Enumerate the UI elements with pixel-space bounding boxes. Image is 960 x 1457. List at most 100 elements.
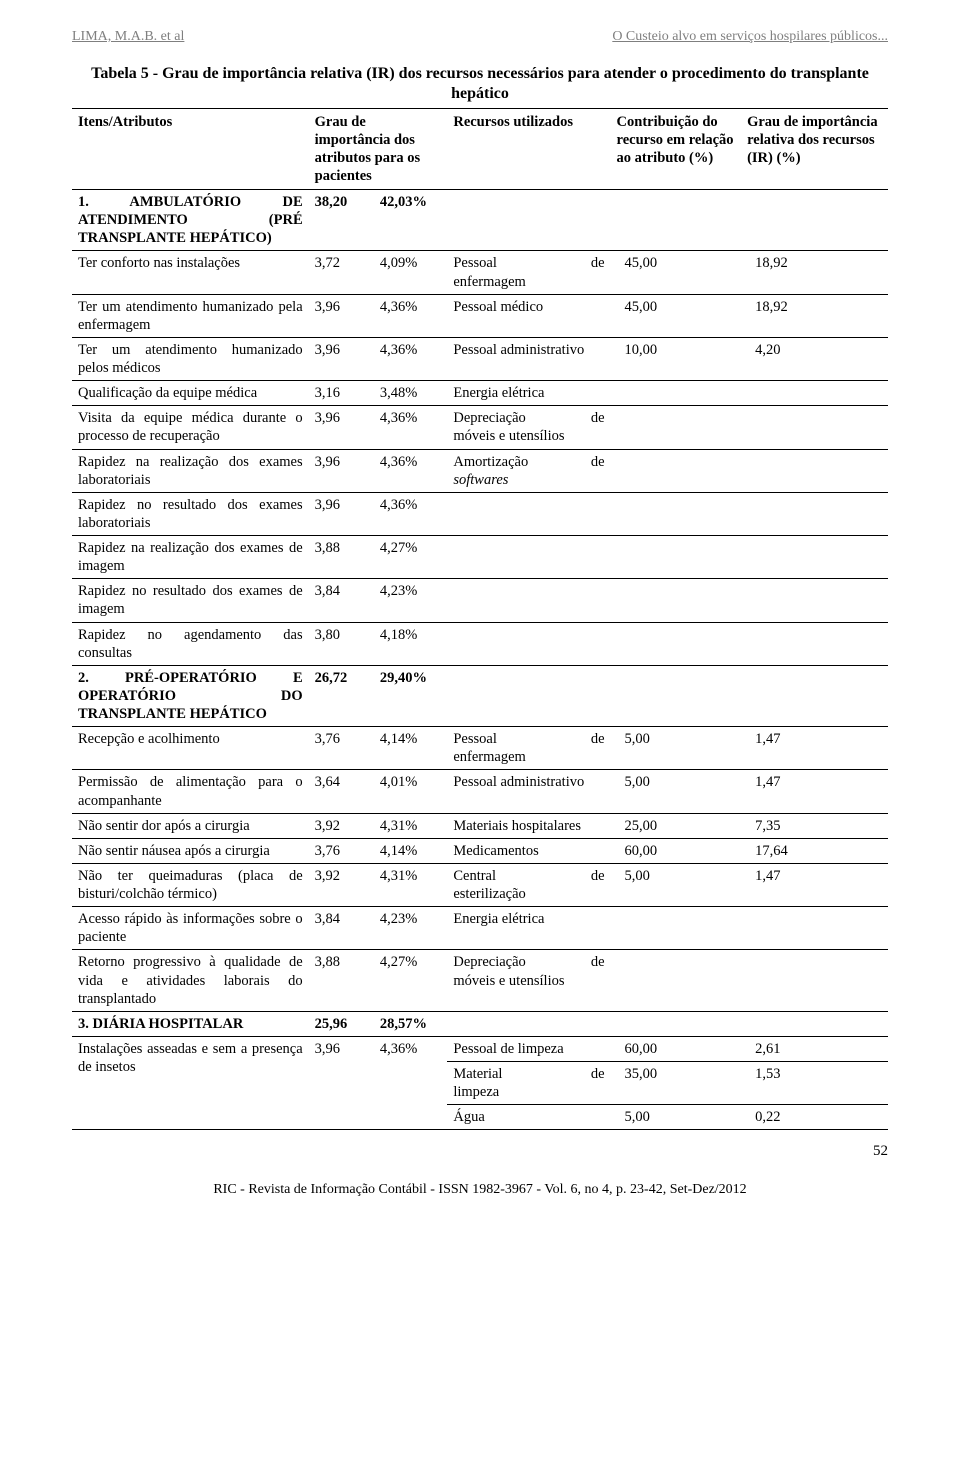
attr-cell: Ter conforto nas instalações bbox=[72, 251, 309, 294]
value-cell: 3,96 bbox=[309, 492, 374, 535]
attr-cell: 3. DIÁRIA HOSPITALAR bbox=[72, 1011, 309, 1036]
col-header: Contribuição do recurso em relação ao at… bbox=[611, 108, 742, 190]
value-cell: 3,84 bbox=[309, 579, 374, 622]
value-cell bbox=[741, 1011, 888, 1036]
attr-cell: Ter um atendimento humanizado pela enfer… bbox=[72, 294, 309, 337]
value-cell: 3,88 bbox=[309, 536, 374, 579]
value-cell bbox=[611, 622, 742, 665]
value-cell: 4,36% bbox=[374, 492, 447, 535]
header-right: O Custeio alvo em serviços hospilares pú… bbox=[612, 28, 888, 46]
value-cell: 3,48% bbox=[374, 381, 447, 406]
value-cell bbox=[741, 665, 888, 726]
value-cell: 35,00 bbox=[611, 1062, 742, 1105]
resource-cell: Pessoaldeenfermagem bbox=[447, 251, 610, 294]
value-cell: 4,36% bbox=[374, 337, 447, 380]
resource-cell bbox=[447, 536, 610, 579]
value-cell: 3,92 bbox=[309, 863, 374, 906]
table-header-row: Itens/Atributos Grau de importância dos … bbox=[72, 108, 888, 190]
value-cell: 3,64 bbox=[309, 770, 374, 813]
value-cell: 5,00 bbox=[611, 727, 742, 770]
table-row: Rapidez no resultado dos exames de image… bbox=[72, 579, 888, 622]
attr-cell: 1. AMBULATÓRIO DE ATENDIMENTO (PRÉ TRANS… bbox=[72, 190, 309, 251]
value-cell: 38,20 bbox=[309, 190, 374, 251]
table-row: Rapidez no agendamento das consultas3,80… bbox=[72, 622, 888, 665]
value-cell: 1,47 bbox=[741, 727, 888, 770]
value-cell: 60,00 bbox=[611, 1036, 742, 1061]
value-cell bbox=[611, 492, 742, 535]
value-cell: 4,36% bbox=[374, 449, 447, 492]
table-row: Não ter queimaduras (placa de bisturi/co… bbox=[72, 863, 888, 906]
value-cell: 1,53 bbox=[741, 1062, 888, 1105]
value-cell: 3,96 bbox=[309, 449, 374, 492]
resource-cell: Pessoal de limpeza bbox=[447, 1036, 610, 1061]
table-row: Permissão de alimentação para o acompanh… bbox=[72, 770, 888, 813]
table-row: Rapidez no resultado dos exames laborato… bbox=[72, 492, 888, 535]
attr-cell: Permissão de alimentação para o acompanh… bbox=[72, 770, 309, 813]
attr-cell: Rapidez no agendamento das consultas bbox=[72, 622, 309, 665]
resource-cell: Energia elétrica bbox=[447, 907, 610, 950]
value-cell bbox=[741, 381, 888, 406]
value-cell bbox=[741, 907, 888, 950]
resource-cell: Pessoal administrativo bbox=[447, 770, 610, 813]
value-cell: 5,00 bbox=[611, 863, 742, 906]
value-cell: 4,14% bbox=[374, 838, 447, 863]
running-header: LIMA, M.A.B. et al O Custeio alvo em ser… bbox=[72, 28, 888, 46]
attr-cell: Ter um atendimento humanizado pelos médi… bbox=[72, 337, 309, 380]
value-cell: 3,96 bbox=[309, 406, 374, 449]
table-row: Recepção e acolhimento3,764,14%Pessoalde… bbox=[72, 727, 888, 770]
attr-cell: Acesso rápido às informações sobre o pac… bbox=[72, 907, 309, 950]
resource-cell bbox=[447, 622, 610, 665]
value-cell: 4,31% bbox=[374, 813, 447, 838]
value-cell bbox=[741, 579, 888, 622]
table-row: Visita da equipe médica durante o proces… bbox=[72, 406, 888, 449]
value-cell: 3,16 bbox=[309, 381, 374, 406]
value-cell: 0,22 bbox=[741, 1105, 888, 1130]
resource-cell: Depreciaçãodemóveis e utensílios bbox=[447, 406, 610, 449]
data-table: Itens/Atributos Grau de importância dos … bbox=[72, 108, 888, 1131]
value-cell: 3,80 bbox=[309, 622, 374, 665]
attr-cell: Rapidez na realização dos exames laborat… bbox=[72, 449, 309, 492]
value-cell bbox=[741, 536, 888, 579]
value-cell: 4,36% bbox=[374, 1036, 447, 1130]
table-row: 1. AMBULATÓRIO DE ATENDIMENTO (PRÉ TRANS… bbox=[72, 190, 888, 251]
value-cell bbox=[611, 536, 742, 579]
table-row: 3. DIÁRIA HOSPITALAR25,9628,57% bbox=[72, 1011, 888, 1036]
value-cell: 2,61 bbox=[741, 1036, 888, 1061]
resource-cell bbox=[447, 579, 610, 622]
resource-cell: Depreciaçãodemóveis e utensílios bbox=[447, 950, 610, 1011]
value-cell: 4,27% bbox=[374, 536, 447, 579]
value-cell bbox=[611, 449, 742, 492]
resource-cell bbox=[447, 1011, 610, 1036]
value-cell bbox=[741, 449, 888, 492]
value-cell: 4,09% bbox=[374, 251, 447, 294]
table-row: Ter um atendimento humanizado pelos médi… bbox=[72, 337, 888, 380]
value-cell: 3,76 bbox=[309, 838, 374, 863]
value-cell: 45,00 bbox=[611, 294, 742, 337]
value-cell: 45,00 bbox=[611, 251, 742, 294]
resource-cell bbox=[447, 190, 610, 251]
table-row: Acesso rápido às informações sobre o pac… bbox=[72, 907, 888, 950]
resource-cell: Amortizaçãodesoftwares bbox=[447, 449, 610, 492]
resource-cell: Materiais hospitalares bbox=[447, 813, 610, 838]
value-cell bbox=[611, 1011, 742, 1036]
value-cell: 3,92 bbox=[309, 813, 374, 838]
value-cell: 3,84 bbox=[309, 907, 374, 950]
resource-cell bbox=[447, 665, 610, 726]
value-cell: 25,00 bbox=[611, 813, 742, 838]
resource-cell: Água bbox=[447, 1105, 610, 1130]
value-cell: 4,18% bbox=[374, 622, 447, 665]
resource-cell: Energia elétrica bbox=[447, 381, 610, 406]
value-cell: 29,40% bbox=[374, 665, 447, 726]
attr-cell: Não sentir náusea após a cirurgia bbox=[72, 838, 309, 863]
resource-cell: Pessoaldeenfermagem bbox=[447, 727, 610, 770]
value-cell bbox=[741, 950, 888, 1011]
attr-cell: Recepção e acolhimento bbox=[72, 727, 309, 770]
col-header: Itens/Atributos bbox=[72, 108, 309, 190]
value-cell: 3,72 bbox=[309, 251, 374, 294]
value-cell: 60,00 bbox=[611, 838, 742, 863]
value-cell: 10,00 bbox=[611, 337, 742, 380]
attr-cell: 2. PRÉ-OPERATÓRIO E OPERATÓRIO DO TRANSP… bbox=[72, 665, 309, 726]
table-row: Rapidez na realização dos exames de imag… bbox=[72, 536, 888, 579]
value-cell: 4,23% bbox=[374, 579, 447, 622]
value-cell: 5,00 bbox=[611, 1105, 742, 1130]
